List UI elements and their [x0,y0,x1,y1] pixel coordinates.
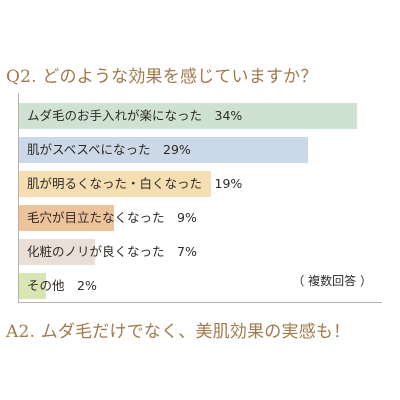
chart-bar: その他 2% [19,273,97,299]
chart-bar: ムダ毛のお手入れが楽になった 34% [19,103,357,129]
bar-label: 肌がスベスベになった 29% [27,142,191,157]
multiple-answer-note: （ 複数回答 ） [292,274,372,288]
chart-bar: 化粧のノリが良くなった 7% [19,239,197,265]
bar-label: 毛穴が目立たなくなった 9% [27,210,197,225]
bar-label: 肌が明るくなった・白くなった 19% [27,176,243,191]
bar-chart: （ 複数回答 ） ムダ毛のお手入れが楽になった 34% 肌がスベスベになった 29… [18,93,382,303]
bar-label: その他 2% [27,278,97,293]
bar-label: ムダ毛のお手入れが楽になった 34% [27,108,243,123]
chart-bar: 肌が明るくなった・白くなった 19% [19,171,242,197]
question-heading: Q2. どのような効果を感じていますか？ [6,67,318,87]
bar-label: 化粧のノリが良くなった 7% [27,244,197,259]
answer-heading: A2. ムダ毛だけでなく、美肌効果の実感も！ [6,322,351,342]
chart-bar: 肌がスベスベになった 29% [19,137,308,163]
chart-bar: 毛穴が目立たなくなった 9% [19,205,197,231]
